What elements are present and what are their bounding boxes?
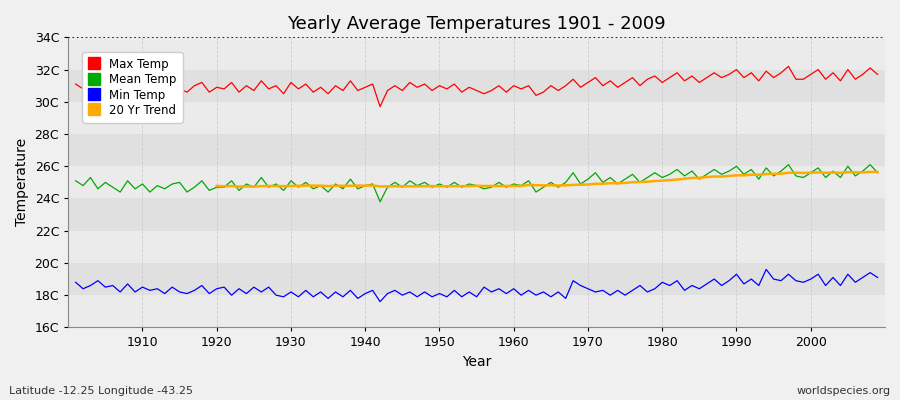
Bar bbox=[68, 166, 885, 198]
Text: Latitude -12.25 Longitude -43.25: Latitude -12.25 Longitude -43.25 bbox=[9, 386, 193, 396]
Bar bbox=[68, 70, 885, 102]
Bar bbox=[68, 295, 885, 328]
Bar bbox=[68, 37, 885, 70]
Bar bbox=[68, 198, 885, 231]
Bar bbox=[68, 102, 885, 134]
Bar bbox=[68, 134, 885, 166]
Legend: Max Temp, Mean Temp, Min Temp, 20 Yr Trend: Max Temp, Mean Temp, Min Temp, 20 Yr Tre… bbox=[82, 52, 183, 123]
X-axis label: Year: Year bbox=[462, 355, 491, 369]
Bar bbox=[68, 263, 885, 295]
Bar bbox=[68, 231, 885, 263]
Title: Yearly Average Temperatures 1901 - 2009: Yearly Average Temperatures 1901 - 2009 bbox=[287, 15, 666, 33]
Y-axis label: Temperature: Temperature bbox=[15, 138, 29, 226]
Text: worldspecies.org: worldspecies.org bbox=[796, 386, 891, 396]
